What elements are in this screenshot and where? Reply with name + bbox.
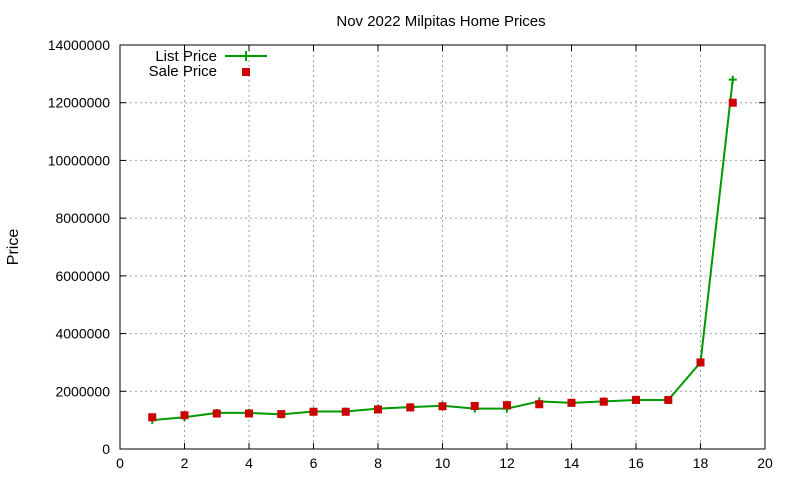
legend-marker-list-price (241, 51, 251, 61)
x-tick-label: 20 (757, 455, 773, 471)
sale-price-point (374, 405, 382, 414)
y-tick-label: 14000000 (48, 37, 111, 53)
sale-price-point (438, 402, 447, 411)
grid (120, 45, 765, 449)
sale-price-point (728, 98, 737, 107)
list-price-point (728, 75, 737, 84)
sale-price-point (503, 401, 511, 410)
sale-price-point (245, 409, 253, 418)
sale-price-point (599, 397, 608, 406)
sale-price-point (341, 407, 350, 416)
chart-title: Nov 2022 Milpitas Home Prices (336, 13, 545, 30)
legend-label-sale-price: Sale Price (149, 63, 217, 80)
sale-price-point (406, 403, 415, 412)
x-axis-ticks: 0 2 4 6 8 10 12 14 16 18 20 (116, 45, 773, 471)
y-tick-label: 12000000 (48, 95, 111, 111)
sale-price-point (309, 407, 318, 416)
sale-price-point (148, 413, 157, 422)
y-tick-label: 8000000 (55, 210, 110, 226)
sale-price-point (470, 402, 479, 411)
legend-marker-sale-price (242, 68, 250, 76)
x-tick-label: 4 (245, 455, 253, 471)
x-tick-label: 8 (374, 455, 382, 471)
y-axis-label: Price (5, 229, 22, 266)
sale-price-point (664, 395, 673, 404)
x-tick-label: 12 (499, 455, 515, 471)
x-tick-label: 6 (310, 455, 318, 471)
legend: List Price Sale Price (149, 48, 267, 80)
y-tick-label: 6000000 (55, 268, 110, 284)
sale-price-point (212, 409, 221, 418)
x-tick-label: 14 (564, 455, 580, 471)
sale-price-point (632, 395, 640, 404)
sale-price-point (277, 410, 286, 419)
sale-price-point (567, 398, 576, 407)
y-tick-label: 4000000 (55, 326, 110, 342)
y-tick-label: 10000000 (48, 152, 111, 168)
x-tick-label: 2 (181, 455, 189, 471)
sale-price-point (535, 400, 544, 409)
x-tick-label: 16 (628, 455, 644, 471)
sale-price-point (696, 358, 705, 367)
x-tick-label: 10 (435, 455, 451, 471)
x-tick-label: 0 (116, 455, 124, 471)
y-tick-label: 2000000 (55, 383, 110, 399)
legend-label-list-price: List Price (155, 48, 217, 65)
y-tick-label: 0 (102, 441, 110, 457)
sale-price-point (180, 411, 189, 420)
x-tick-label: 18 (693, 455, 709, 471)
series (148, 75, 737, 425)
y-axis-ticks: 0 2000000 4000000 6000000 8000000 10000000 120… (48, 37, 765, 457)
